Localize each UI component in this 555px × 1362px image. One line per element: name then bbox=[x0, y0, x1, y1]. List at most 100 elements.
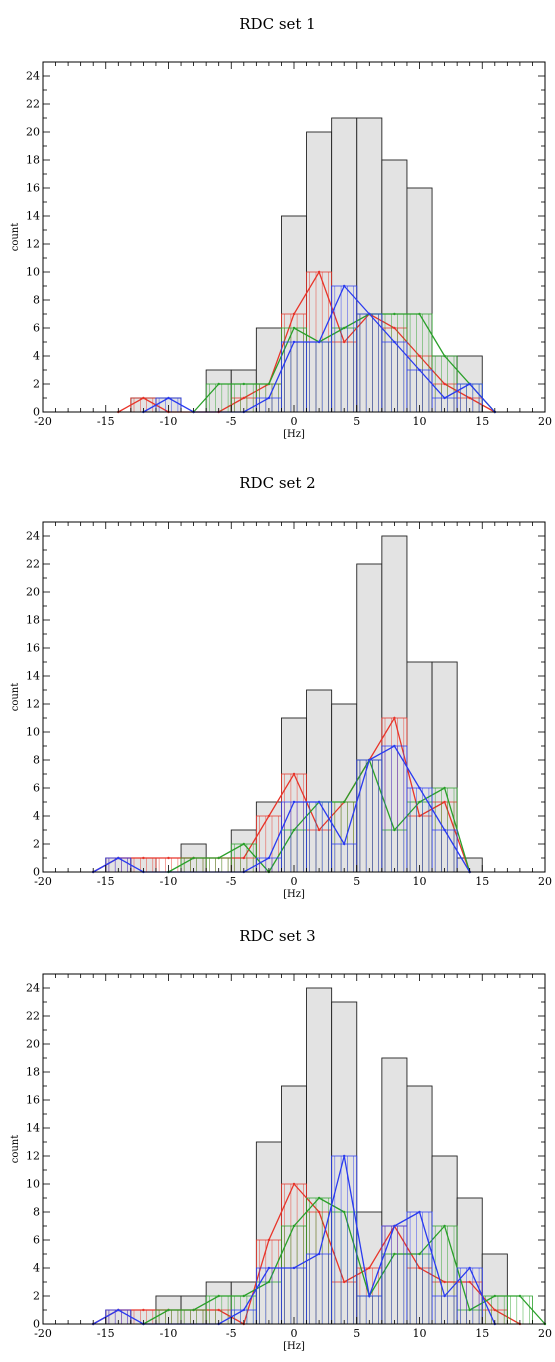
series-point bbox=[293, 773, 295, 775]
series-point bbox=[293, 1225, 295, 1227]
series-point bbox=[243, 397, 245, 399]
series-point bbox=[443, 787, 445, 789]
series-point bbox=[268, 383, 270, 385]
x-tick-label: -10 bbox=[160, 875, 178, 888]
y-tick-label: 0 bbox=[33, 406, 40, 419]
y-tick-label: 4 bbox=[33, 1262, 40, 1275]
x-tick-label: 10 bbox=[413, 875, 427, 888]
series-point bbox=[469, 397, 471, 399]
x-tick-label: 5 bbox=[353, 1327, 360, 1340]
histogram-bar bbox=[432, 662, 457, 872]
y-tick-label: 2 bbox=[33, 838, 40, 851]
series-point bbox=[393, 341, 395, 343]
y-axis-label: count bbox=[10, 683, 21, 712]
y-tick-label: 16 bbox=[26, 1094, 40, 1107]
x-tick-label: -10 bbox=[160, 1327, 178, 1340]
y-tick-label: 4 bbox=[33, 350, 40, 363]
series-point bbox=[318, 271, 320, 273]
series-point bbox=[117, 857, 119, 859]
y-tick-label: 6 bbox=[33, 322, 40, 335]
series-point bbox=[343, 327, 345, 329]
histogram-bar bbox=[432, 1156, 457, 1324]
series-point bbox=[443, 1295, 445, 1297]
series-point bbox=[393, 745, 395, 747]
y-tick-label: 8 bbox=[33, 294, 40, 307]
series-point bbox=[293, 829, 295, 831]
x-tick-label: -5 bbox=[226, 415, 237, 428]
y-tick-label: 10 bbox=[26, 1178, 40, 1191]
y-tick-label: 22 bbox=[26, 558, 40, 571]
y-tick-label: 2 bbox=[33, 1290, 40, 1303]
series-point bbox=[243, 843, 245, 845]
series-point bbox=[443, 355, 445, 357]
series-point bbox=[418, 801, 420, 803]
y-tick-label: 10 bbox=[26, 726, 40, 739]
histogram-chart: -20 -15 -10 -5 0 5 10 15 20024681012141618202224… bbox=[0, 0, 555, 450]
series-point bbox=[343, 1155, 345, 1157]
x-tick-label: 0 bbox=[291, 415, 298, 428]
series-point bbox=[393, 327, 395, 329]
y-tick-label: 6 bbox=[33, 1234, 40, 1247]
series-point bbox=[268, 1281, 270, 1283]
series-point bbox=[268, 815, 270, 817]
series-point bbox=[167, 397, 169, 399]
y-tick-label: 6 bbox=[33, 782, 40, 795]
y-tick-label: 20 bbox=[26, 1038, 40, 1051]
x-tick-label: 20 bbox=[538, 415, 552, 428]
series-point bbox=[117, 1309, 119, 1311]
series-point bbox=[318, 801, 320, 803]
series-point bbox=[418, 369, 420, 371]
series-point bbox=[142, 397, 144, 399]
series-point bbox=[494, 1295, 496, 1297]
x-tick-label: 10 bbox=[413, 1327, 427, 1340]
y-tick-label: 24 bbox=[26, 530, 40, 543]
histogram-bar bbox=[357, 118, 382, 412]
y-tick-label: 2 bbox=[33, 378, 40, 391]
series-point bbox=[469, 1309, 471, 1311]
series-point bbox=[368, 313, 370, 315]
series-point bbox=[268, 1267, 270, 1269]
histogram-bar bbox=[332, 1002, 357, 1324]
y-tick-label: 24 bbox=[26, 70, 40, 83]
series-point bbox=[469, 1267, 471, 1269]
y-tick-label: 12 bbox=[26, 238, 40, 251]
series-point bbox=[368, 1295, 370, 1297]
chart-panel-2: RDC set 2 -20 -15 -10 -5 0 5 10 15 20 0 2 4 6 8 10 12 14… bbox=[0, 460, 555, 910]
histogram-bar bbox=[307, 690, 332, 872]
y-tick-label: 16 bbox=[26, 642, 40, 655]
y-tick-label: 20 bbox=[26, 126, 40, 139]
series-point bbox=[368, 759, 370, 761]
series-point bbox=[393, 829, 395, 831]
chart-panel-1: RDC set 1 -20 -15 -10 -5 0 5 10 15 20 0 2 4 6 8 10 12 14… bbox=[0, 0, 555, 450]
y-tick-label: 14 bbox=[26, 670, 40, 683]
series-point bbox=[443, 829, 445, 831]
y-tick-label: 22 bbox=[26, 98, 40, 111]
y-tick-label: 18 bbox=[26, 154, 40, 167]
y-tick-label: 18 bbox=[26, 614, 40, 627]
series-point bbox=[494, 1309, 496, 1311]
series-point bbox=[393, 313, 395, 315]
series-point bbox=[268, 857, 270, 859]
series-point bbox=[318, 1211, 320, 1213]
series-point bbox=[293, 1183, 295, 1185]
series-point bbox=[393, 1253, 395, 1255]
y-axis-label: count bbox=[10, 223, 21, 252]
series-point bbox=[343, 1211, 345, 1213]
histogram-bar bbox=[231, 370, 256, 412]
y-tick-label: 16 bbox=[26, 182, 40, 195]
x-tick-label: 20 bbox=[538, 1327, 552, 1340]
series-point bbox=[167, 1309, 169, 1311]
series-point bbox=[293, 327, 295, 329]
histogram-bar bbox=[231, 830, 256, 872]
series-point bbox=[343, 341, 345, 343]
series-point bbox=[318, 1253, 320, 1255]
histogram-bar bbox=[206, 1282, 231, 1324]
series-point bbox=[293, 313, 295, 315]
y-axis-label: count bbox=[10, 1135, 21, 1164]
series-point bbox=[418, 815, 420, 817]
series-point bbox=[243, 1309, 245, 1311]
y-tick-label: 14 bbox=[26, 210, 40, 223]
series-point bbox=[469, 1281, 471, 1283]
x-axis-label: [Hz] bbox=[283, 429, 305, 440]
histogram-chart: -20 -15 -10 -5 0 5 10 15 20024681012141618202224… bbox=[0, 912, 555, 1362]
